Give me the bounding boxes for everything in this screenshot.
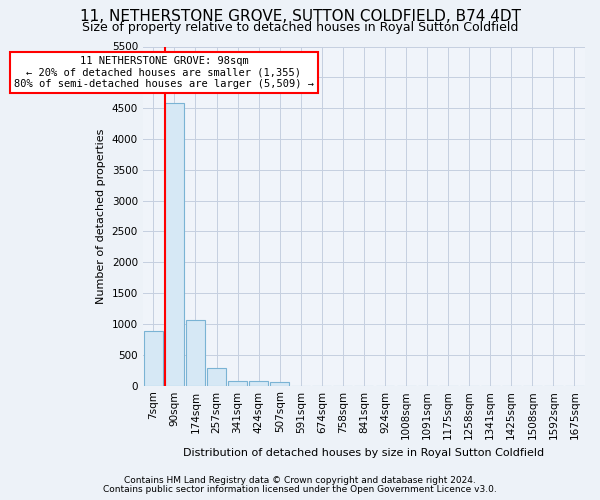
Text: Contains public sector information licensed under the Open Government Licence v3: Contains public sector information licen… xyxy=(103,484,497,494)
Bar xyxy=(249,380,268,386)
Text: 11 NETHERSTONE GROVE: 98sqm
← 20% of detached houses are smaller (1,355)
80% of : 11 NETHERSTONE GROVE: 98sqm ← 20% of det… xyxy=(14,56,314,89)
Bar xyxy=(165,103,184,386)
Bar xyxy=(270,382,289,386)
Bar xyxy=(207,368,226,386)
Y-axis label: Number of detached properties: Number of detached properties xyxy=(96,128,106,304)
Bar xyxy=(144,332,163,386)
Bar xyxy=(186,320,205,386)
Text: 11, NETHERSTONE GROVE, SUTTON COLDFIELD, B74 4DT: 11, NETHERSTONE GROVE, SUTTON COLDFIELD,… xyxy=(79,9,521,24)
Text: Size of property relative to detached houses in Royal Sutton Coldfield: Size of property relative to detached ho… xyxy=(82,21,518,34)
Bar xyxy=(228,380,247,386)
Text: Contains HM Land Registry data © Crown copyright and database right 2024.: Contains HM Land Registry data © Crown c… xyxy=(124,476,476,485)
X-axis label: Distribution of detached houses by size in Royal Sutton Coldfield: Distribution of detached houses by size … xyxy=(184,448,544,458)
